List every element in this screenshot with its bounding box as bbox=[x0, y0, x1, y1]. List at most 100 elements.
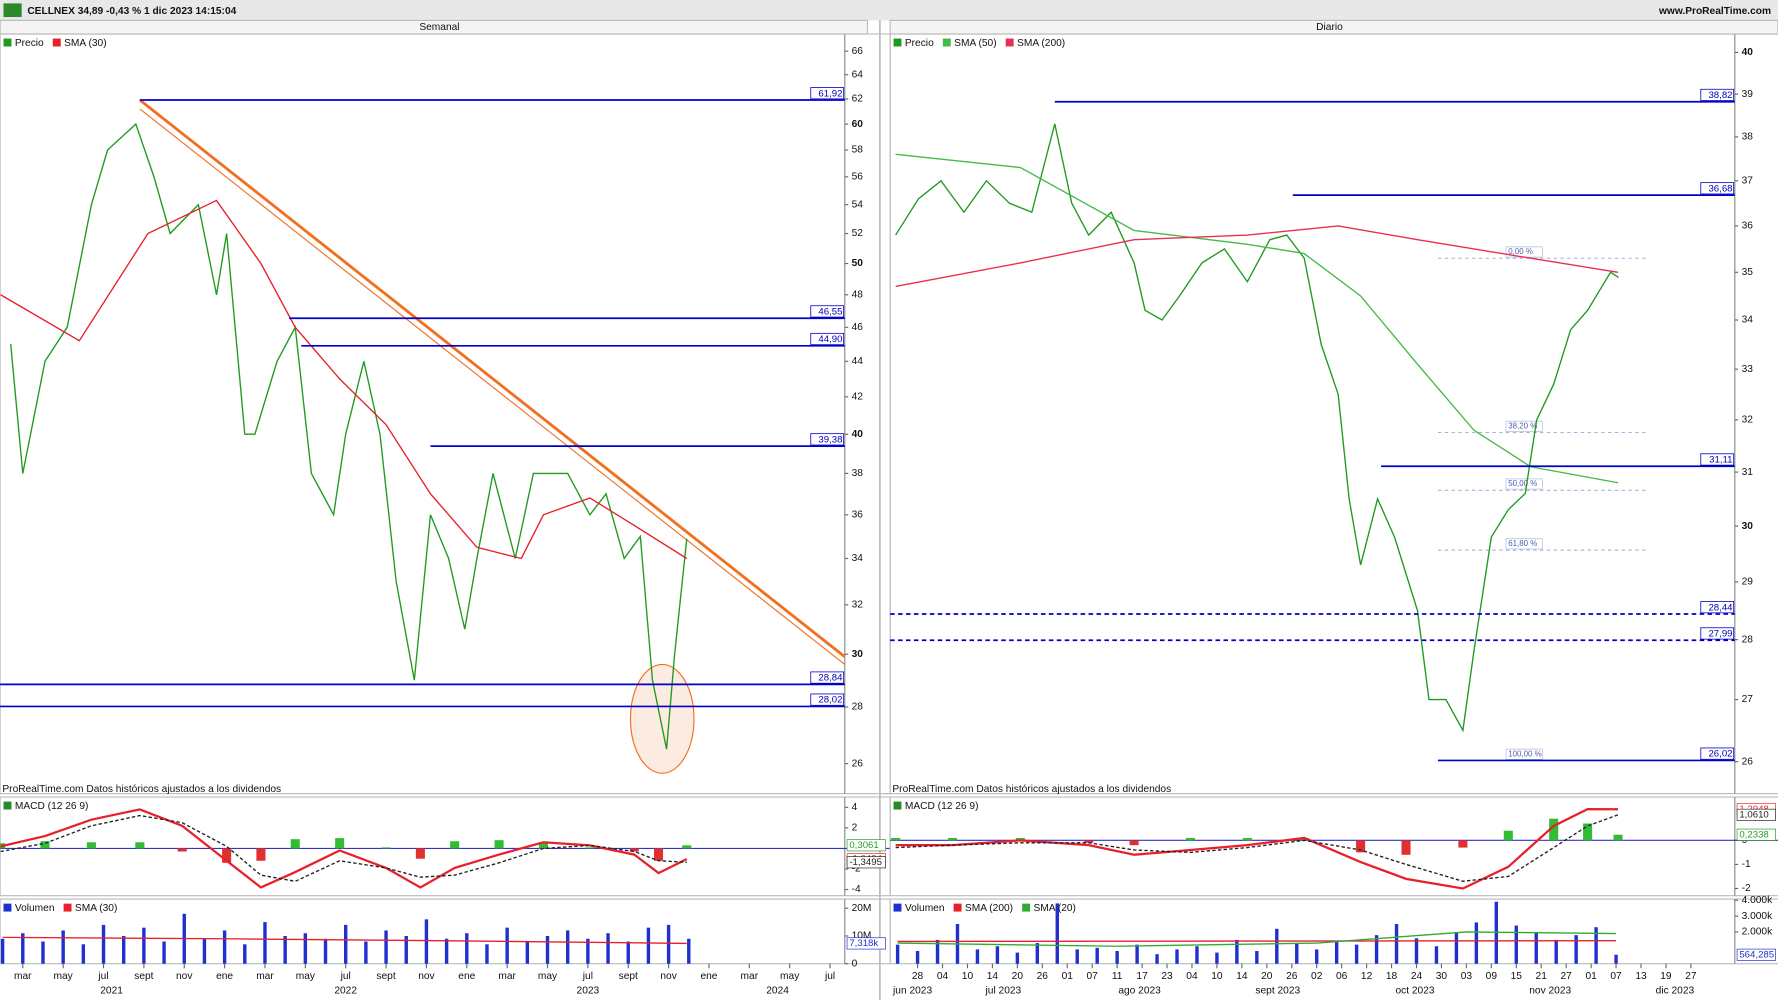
value-label: 0,3061 bbox=[849, 840, 878, 851]
bar bbox=[243, 944, 247, 964]
level-label-box bbox=[1700, 88, 1735, 101]
bar bbox=[1215, 952, 1219, 964]
y-tick-label: 20M bbox=[852, 903, 872, 914]
fib-label: 50,00 % bbox=[1508, 479, 1537, 488]
y-tick-label: 28 bbox=[1742, 634, 1754, 645]
x-tick-label: 18 bbox=[1386, 971, 1398, 982]
bar bbox=[995, 946, 1000, 964]
x-tick-label: 23 bbox=[1161, 971, 1173, 982]
bar bbox=[343, 924, 348, 964]
y-tick-label: 40 bbox=[1742, 47, 1754, 58]
fib-label-box bbox=[1505, 420, 1543, 432]
bar bbox=[1514, 925, 1518, 964]
y-tick-label: 27 bbox=[1742, 694, 1754, 705]
y-tick-label: 35 bbox=[1742, 267, 1754, 278]
bar bbox=[915, 951, 920, 964]
x-tick-label: nov bbox=[418, 971, 435, 982]
value-label-box bbox=[846, 839, 886, 852]
x-tick-label: mar bbox=[14, 971, 32, 982]
bar bbox=[494, 840, 504, 849]
y-tick-label: 31 bbox=[1742, 467, 1754, 478]
level-label-box bbox=[810, 87, 845, 100]
bar bbox=[384, 930, 388, 964]
y-tick-label: 3.000k bbox=[1742, 911, 1773, 922]
x-tick-label: 09 bbox=[1486, 971, 1498, 982]
bar bbox=[895, 944, 900, 964]
bar bbox=[629, 848, 639, 852]
y-tick-label: 44 bbox=[852, 356, 864, 367]
x-tick-label: 01 bbox=[1062, 971, 1074, 982]
bar bbox=[222, 930, 227, 964]
x-tick-label: mar bbox=[256, 971, 274, 982]
bar bbox=[586, 938, 590, 964]
value-label: 1,0610 bbox=[1739, 809, 1768, 820]
legend-label: SMA (30) bbox=[64, 38, 106, 49]
level-label: 31,11 bbox=[1709, 455, 1732, 466]
x-group-label: dic 2023 bbox=[1656, 986, 1695, 997]
x-tick-label: 27 bbox=[1685, 971, 1697, 982]
legend-swatch bbox=[1005, 38, 1014, 47]
x-tick-label: 02 bbox=[1311, 971, 1323, 982]
x-tick-label: 04 bbox=[937, 971, 949, 982]
bar bbox=[465, 933, 469, 964]
bar bbox=[1534, 931, 1538, 964]
x-tick-label: 12 bbox=[1361, 971, 1373, 982]
bar bbox=[1242, 837, 1252, 841]
fib-label-box bbox=[1505, 478, 1543, 490]
bar bbox=[40, 841, 50, 849]
bar bbox=[1454, 931, 1459, 964]
charts: Semanal ProRealTime.com Datos históricos … bbox=[0, 22, 1778, 997]
x-tick-label: mar bbox=[741, 971, 759, 982]
x-tick-label: may bbox=[54, 971, 74, 982]
bar bbox=[1574, 935, 1578, 964]
y-tick-label: 48 bbox=[852, 289, 864, 300]
bar bbox=[975, 949, 980, 964]
bar bbox=[1115, 951, 1119, 964]
legend-swatch bbox=[893, 903, 902, 912]
level-label-box bbox=[1700, 747, 1735, 760]
legend-label: SMA (200) bbox=[1017, 38, 1065, 49]
trendline bbox=[139, 108, 846, 665]
level-label-box bbox=[810, 332, 845, 346]
bar bbox=[1613, 834, 1623, 841]
header-site: www.ProRealTime.com bbox=[1658, 6, 1771, 17]
y-tick-label: 37 bbox=[1742, 175, 1754, 186]
level-label: 36,68 bbox=[1708, 183, 1732, 194]
bar bbox=[935, 939, 940, 964]
x-group-label: 2022 bbox=[334, 986, 357, 997]
y-tick-label: 28 bbox=[852, 702, 864, 713]
bar bbox=[81, 944, 86, 964]
x-tick-label: 13 bbox=[1635, 971, 1647, 982]
x-tick-label: 26 bbox=[1286, 971, 1298, 982]
bar bbox=[1583, 823, 1593, 841]
value-label: 7,318k bbox=[849, 938, 878, 949]
bar bbox=[41, 941, 45, 964]
level-label: 61,92 bbox=[818, 88, 842, 99]
bar bbox=[505, 927, 509, 964]
x-tick-label: jul bbox=[582, 971, 593, 982]
x-group-label: ago 2023 bbox=[1118, 986, 1161, 997]
bar bbox=[1235, 939, 1239, 964]
value-label-box bbox=[846, 856, 886, 869]
bar bbox=[263, 922, 267, 964]
series-line bbox=[897, 931, 1617, 947]
x-tick-label: nov bbox=[176, 971, 193, 982]
series-line bbox=[895, 153, 1619, 484]
y-tick-label: 38 bbox=[1742, 132, 1754, 143]
legend-swatch bbox=[893, 801, 902, 810]
bar bbox=[1334, 941, 1339, 964]
bar bbox=[1401, 840, 1411, 855]
y-tick-label: 39 bbox=[1742, 89, 1754, 100]
bar bbox=[1155, 954, 1159, 964]
value-label: 564,285 bbox=[1739, 949, 1774, 960]
highlight-ellipse bbox=[629, 663, 695, 774]
legend-swatch bbox=[953, 903, 962, 912]
bar bbox=[1015, 952, 1020, 964]
y-tick-label: 2.000k bbox=[1742, 927, 1773, 938]
x-tick-label: may bbox=[296, 971, 316, 982]
bar bbox=[646, 927, 651, 964]
series-line bbox=[897, 940, 1617, 943]
legend-label: SMA (200) bbox=[965, 903, 1013, 914]
level-label-box bbox=[810, 305, 845, 318]
